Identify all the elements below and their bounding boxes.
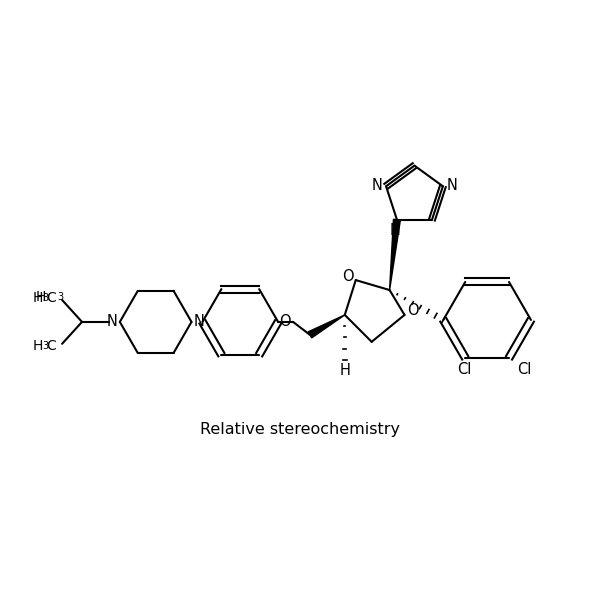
Polygon shape xyxy=(389,219,400,290)
Text: O: O xyxy=(279,314,291,329)
Polygon shape xyxy=(308,315,345,338)
Text: Cl: Cl xyxy=(517,362,532,377)
Text: 3: 3 xyxy=(42,341,48,351)
Text: N: N xyxy=(446,178,457,193)
Text: N: N xyxy=(371,178,383,193)
Text: N: N xyxy=(389,223,400,238)
Text: H: H xyxy=(340,363,350,378)
Text: N: N xyxy=(106,314,118,329)
Text: 3: 3 xyxy=(42,293,48,303)
Text: Relative stereochemistry: Relative stereochemistry xyxy=(200,422,400,437)
Text: O: O xyxy=(407,304,418,319)
Text: 3: 3 xyxy=(57,292,63,302)
Text: C: C xyxy=(46,291,56,305)
Text: Cl: Cl xyxy=(457,362,472,377)
Text: H: H xyxy=(33,291,43,305)
Text: O: O xyxy=(342,269,353,284)
Text: C: C xyxy=(46,339,56,353)
Text: H: H xyxy=(36,290,46,304)
Text: N: N xyxy=(194,314,205,329)
Text: H: H xyxy=(33,339,43,353)
